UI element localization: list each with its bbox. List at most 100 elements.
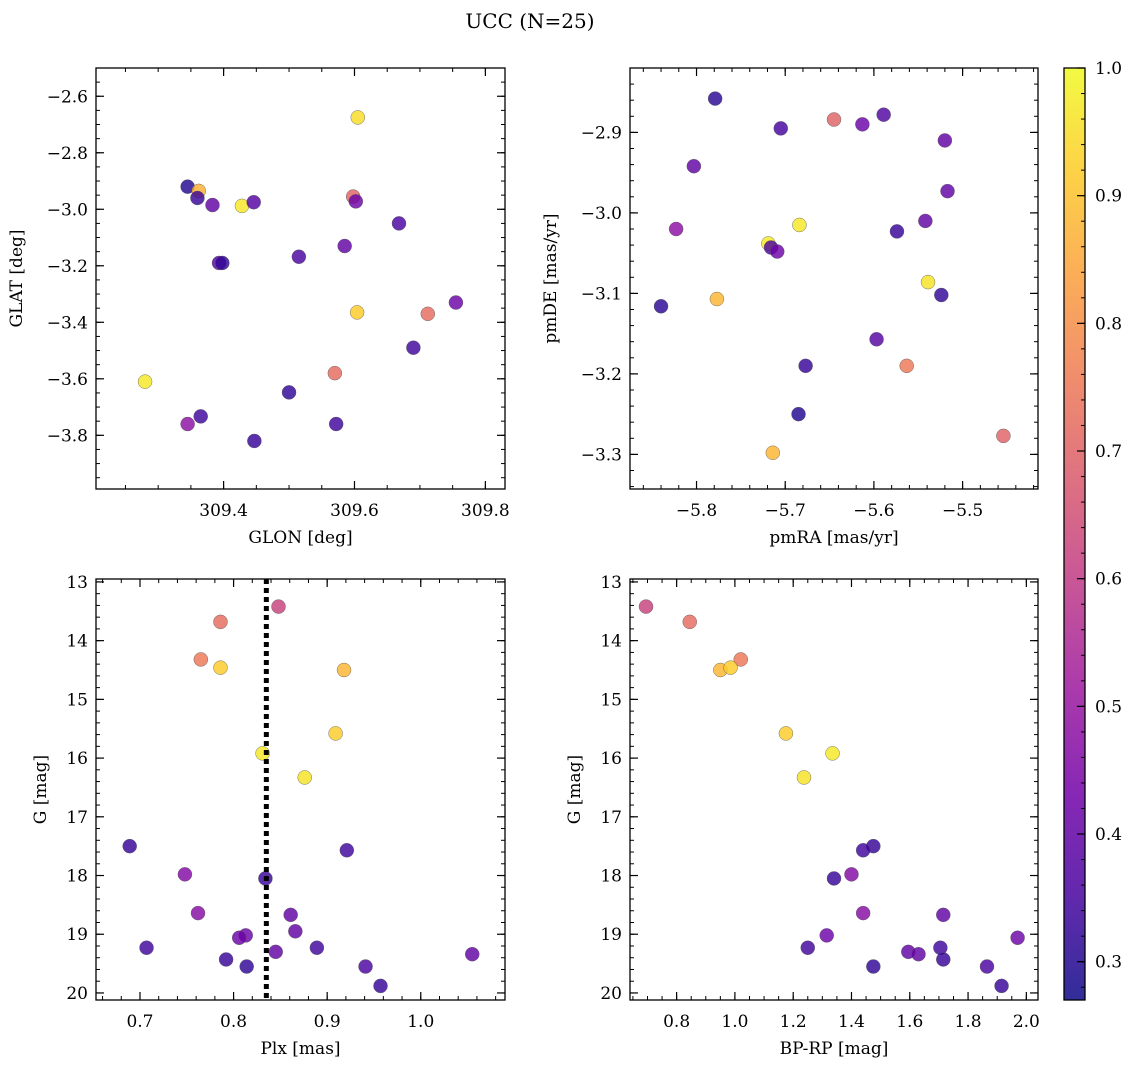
data-point	[1010, 930, 1025, 945]
y-tick-label: −3.4	[47, 313, 88, 333]
data-point	[911, 947, 926, 962]
y-tick-label: 19	[600, 925, 622, 945]
scatter-panel-4: 0.8 1.0 1.2 1.4 1.6 1.8 2.0 13 14 15 16 17 18 19 20 BP-…	[565, 573, 1040, 1059]
x-tick-label: 309.6	[330, 501, 379, 521]
data-point	[420, 306, 435, 322]
data-point	[255, 746, 270, 761]
x-tick-label: 309.4	[199, 501, 248, 521]
data-point	[800, 940, 815, 955]
y-tick-label: 17	[66, 808, 88, 828]
data-point	[281, 385, 297, 400]
data-point	[723, 660, 738, 675]
y-tick-label: −3.2	[47, 257, 88, 277]
y-tick-label: −3.0	[581, 204, 622, 224]
data-point	[337, 238, 352, 254]
data-point	[855, 905, 871, 921]
y-tick-label: 17	[600, 808, 622, 828]
y-tick-label: 14	[66, 632, 88, 652]
data-point	[373, 978, 388, 994]
data-point	[193, 652, 209, 667]
data-point	[918, 213, 933, 229]
colorbar-gradient	[1064, 68, 1085, 1000]
colorbar-frame	[1063, 67, 1086, 1001]
x-tick-label: 0.8	[663, 1012, 690, 1032]
data-point	[770, 244, 785, 259]
data-point	[288, 924, 303, 939]
data-point	[855, 117, 870, 132]
data-point	[358, 959, 373, 974]
y-tick-label: −3.8	[47, 426, 88, 446]
x-tick-label: 0.8	[220, 1012, 247, 1032]
data-point	[934, 287, 949, 303]
y-tick-label: −2.8	[47, 144, 88, 164]
x-tick-label: 309.8	[461, 501, 510, 521]
scatter-panel-3: 0.7 0.8 0.9 1.0 13 14 15 16 17 18 19 20 Plx [mas] G […	[31, 573, 506, 1059]
data-point	[826, 112, 842, 127]
data-point	[213, 614, 228, 630]
x-tick-label: −5.6	[853, 501, 894, 521]
y-tick-label: 15	[66, 690, 88, 710]
data-point	[348, 194, 363, 209]
data-point	[177, 867, 193, 882]
x-axis-label: pmRA [mas/yr]	[769, 528, 898, 548]
y-tick-label: 16	[66, 749, 88, 769]
data-point	[899, 358, 914, 374]
x-tick-label: 1.0	[407, 1012, 434, 1032]
y-tick-label: 19	[66, 925, 88, 945]
data-point	[350, 110, 365, 125]
data-point	[996, 428, 1011, 444]
x-axis-label: Plx [mas]	[260, 1039, 340, 1059]
y-tick-label: 20	[66, 984, 88, 1004]
x-tick-label: −5.7	[765, 501, 806, 521]
data-point	[193, 409, 208, 424]
data-point	[448, 295, 464, 310]
x-tick-label: 0.9	[314, 1012, 341, 1032]
data-point	[205, 197, 220, 213]
data-point	[239, 959, 254, 974]
data-point	[707, 91, 723, 106]
data-point	[920, 274, 936, 290]
x-tick-label: 0.7	[126, 1012, 153, 1032]
colorbar-tick-label: 0.3	[1095, 953, 1122, 973]
data-point	[668, 221, 684, 237]
data-point	[339, 843, 355, 858]
data-point	[825, 746, 840, 761]
data-point	[247, 433, 262, 449]
data-point	[283, 907, 298, 923]
y-tick-label: 14	[600, 632, 622, 652]
data-point	[819, 928, 834, 943]
data-point	[653, 299, 669, 314]
colorbar-tick-label: 0.6	[1095, 570, 1122, 590]
colorbar-tick-label: 0.8	[1095, 314, 1122, 334]
y-tick-label: −3.1	[581, 284, 622, 304]
y-tick-label: −3.0	[47, 200, 88, 220]
data-point	[869, 332, 884, 347]
data-point	[826, 871, 842, 886]
axes-frame	[629, 578, 1039, 1001]
y-tick-label: 16	[600, 749, 622, 769]
y-axis-label: pmDE [mas/yr]	[541, 213, 561, 343]
data-point	[465, 947, 480, 962]
data-point	[773, 121, 788, 136]
data-point	[406, 340, 421, 355]
data-point	[798, 358, 813, 374]
x-tick-label: 1.2	[780, 1012, 807, 1032]
colorbar-tick-label: 0.4	[1095, 825, 1122, 845]
data-point	[682, 614, 697, 630]
colorbar-tick-label: 0.5	[1095, 697, 1122, 717]
data-point	[778, 726, 794, 741]
y-axis-label: G [mag]	[31, 755, 51, 824]
y-axis-label: G [mag]	[565, 755, 585, 824]
y-tick-label: 13	[600, 573, 622, 593]
data-point	[327, 365, 343, 381]
y-tick-label: 13	[66, 573, 88, 593]
x-tick-label: 1.6	[896, 1012, 923, 1032]
colorbar-tick-label: 0.7	[1095, 442, 1122, 462]
x-tick-label: 1.4	[838, 1012, 865, 1032]
data-point	[328, 726, 343, 741]
x-axis-label: BP-RP [mag]	[780, 1039, 889, 1059]
y-tick-label: −3.6	[47, 370, 88, 390]
data-point	[844, 867, 859, 882]
data-point	[876, 107, 891, 122]
